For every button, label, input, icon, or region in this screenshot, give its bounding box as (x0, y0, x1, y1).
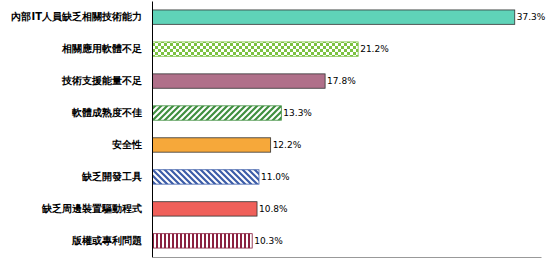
data-label: 10.3% (254, 236, 283, 246)
data-labels: 37.3% 21.2% 17.8% 13.3% 12.2% 11.0% 10.8% 10.3% (254, 12, 546, 246)
tick: 內部IT人員缺乏相關技術能力 (11, 11, 142, 22)
data-label: 17.8% (327, 76, 356, 86)
bar (152, 106, 281, 120)
tick-label: 版權或專利問題 (71, 235, 142, 246)
data-label: 21.2% (360, 44, 389, 54)
tick: 缺乏開發工具 (81, 171, 142, 182)
data-label: 37.3% (517, 12, 546, 22)
tick-label: 內部IT人員缺乏相關技術能力 (11, 11, 142, 22)
bars (152, 10, 515, 248)
tick-label: 軟體成熟度不佳 (71, 107, 142, 118)
bar (152, 234, 252, 248)
data-label: 12.2% (273, 140, 302, 150)
tick: 技術支援能量不足 (61, 75, 142, 86)
y-axis-line (152, 2, 153, 258)
y-axis: 內部IT人員缺乏相關技術能力相關應用軟體不足技術支援能量不足軟體成熟度不佳安全性… (11, 2, 152, 258)
tick-label: 安全性 (112, 139, 142, 150)
tick: 缺乏周邊裝置驅動程式 (41, 203, 142, 214)
tick-label: 技術支援能量不足 (61, 75, 142, 86)
tick-label: 缺乏開發工具 (81, 171, 142, 182)
bar (152, 202, 257, 216)
x-axis-line (153, 257, 542, 258)
x-axis (153, 257, 542, 258)
tick-label: 相關應用軟體不足 (61, 43, 142, 54)
tick: 相關應用軟體不足 (61, 43, 142, 54)
data-label: 13.3% (283, 108, 312, 118)
bar (152, 74, 325, 88)
tick: 軟體成熟度不佳 (71, 107, 142, 118)
bar (152, 10, 515, 24)
chart: 37.3% 21.2% 17.8% 13.3% 12.2% 11.0% 10.8% 10.3%… (0, 0, 550, 269)
data-label: 10.8% (259, 204, 288, 214)
bar (152, 138, 271, 152)
tick: 版權或專利問題 (71, 235, 142, 246)
bar (152, 42, 358, 56)
plot: 37.3% 21.2% 17.8% 13.3% 12.2% 11.0% 10.8% 10.3%… (11, 2, 545, 258)
data-label: 11.0% (261, 172, 290, 182)
tick: 安全性 (112, 139, 142, 150)
tick-label: 缺乏周邊裝置驅動程式 (41, 203, 142, 214)
bar (152, 170, 259, 184)
